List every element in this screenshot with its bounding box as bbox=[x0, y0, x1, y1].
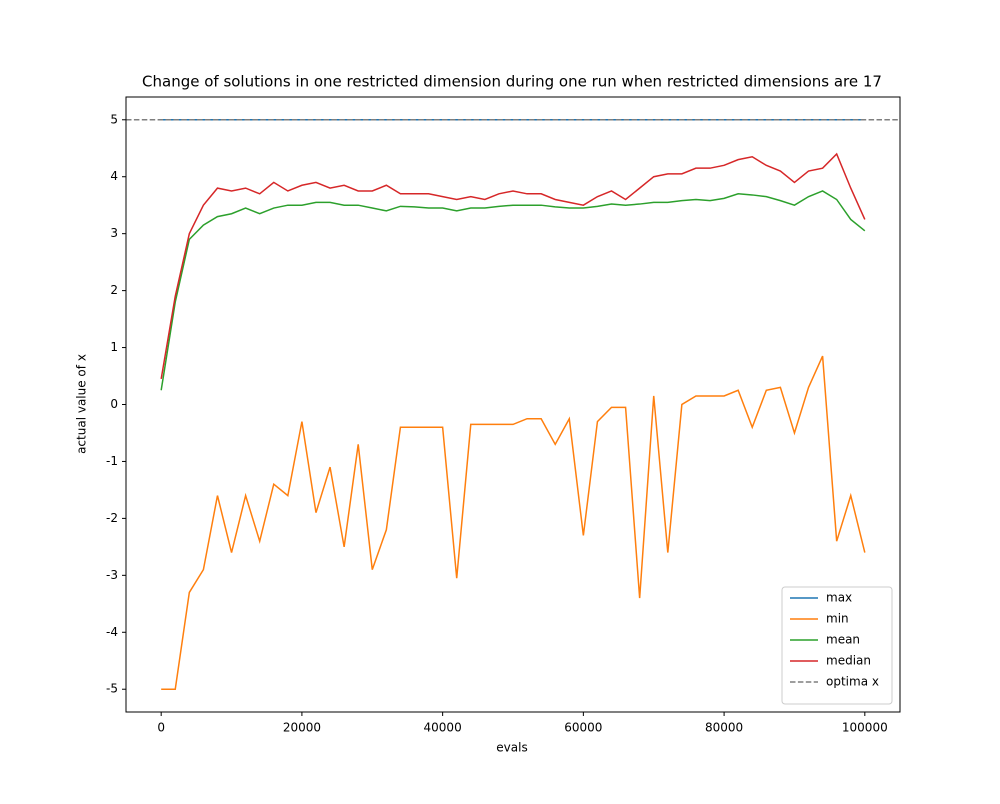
y-tick-label: 4 bbox=[110, 169, 118, 183]
y-axis-label: actual value of x bbox=[75, 354, 89, 454]
y-tick-label: -2 bbox=[106, 511, 118, 525]
y-tick-label: 5 bbox=[110, 112, 118, 126]
y-tick-label: 2 bbox=[110, 283, 118, 297]
legend-box bbox=[781, 586, 893, 705]
legend-label: median bbox=[826, 654, 871, 668]
x-tick-label: 60000 bbox=[564, 721, 602, 735]
series-line bbox=[161, 355, 866, 690]
y-tick-label: -5 bbox=[106, 682, 118, 696]
series-line bbox=[160, 190, 866, 391]
y-tick-label: -3 bbox=[106, 568, 118, 582]
x-tick-label: 100000 bbox=[842, 721, 888, 735]
legend-label: mean bbox=[826, 633, 860, 647]
y-tick-label: -4 bbox=[106, 625, 118, 639]
legend-label: max bbox=[826, 591, 852, 605]
y-tick-label: 0 bbox=[110, 397, 118, 411]
legend-label: optima x bbox=[826, 675, 879, 689]
x-axis-label: evals bbox=[496, 741, 527, 755]
chart-title: Change of solutions in one restricted di… bbox=[142, 73, 882, 91]
series-line bbox=[160, 152, 866, 380]
x-tick-label: 20000 bbox=[283, 721, 321, 735]
x-tick-label: 80000 bbox=[705, 721, 743, 735]
y-tick-label: -1 bbox=[106, 454, 118, 468]
x-tick-label: 40000 bbox=[424, 721, 462, 735]
x-tick-label: 0 bbox=[157, 721, 165, 735]
y-tick-label: 1 bbox=[110, 340, 118, 354]
plot-frame bbox=[125, 96, 901, 713]
y-tick-label: 3 bbox=[110, 226, 118, 240]
legend-label: min bbox=[826, 612, 849, 626]
